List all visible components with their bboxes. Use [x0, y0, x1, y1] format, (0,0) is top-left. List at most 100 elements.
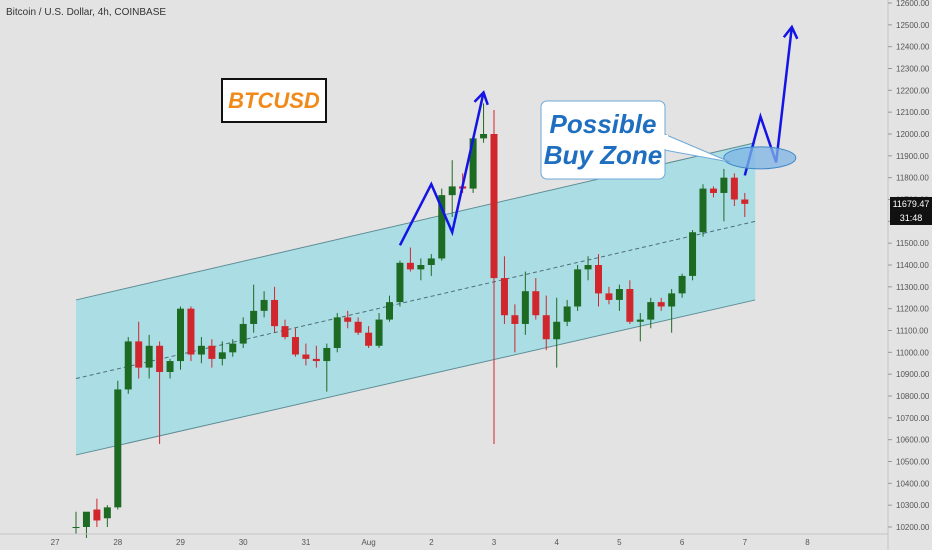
time-tick-label: 28 [113, 538, 122, 547]
candle-body [218, 352, 226, 359]
candle-body [239, 323, 247, 344]
projection-path [743, 26, 794, 176]
projection-path [398, 92, 485, 246]
arrow-head [473, 90, 489, 106]
time-tick-label: 27 [51, 538, 60, 547]
candle-body [291, 337, 299, 355]
price-tick-label: 11900.00 [896, 152, 929, 161]
time-tick-label: 29 [176, 538, 185, 547]
chart-title: Bitcoin / U.S. Dollar, 4h, COINBASE [6, 7, 166, 18]
time-tick-label: 31 [301, 538, 310, 547]
parallel-channel[interactable] [75, 142, 756, 456]
candle-body [135, 341, 143, 368]
candle-body [281, 326, 289, 338]
candle-body [500, 278, 508, 316]
countdown-tag-bg [890, 210, 932, 225]
candle-body [229, 343, 237, 353]
candle-body [511, 315, 519, 324]
arrow-head [782, 24, 799, 40]
candle-body [595, 265, 602, 294]
candle-body [365, 332, 373, 346]
candle-body [469, 138, 477, 189]
channel-median-line [75, 220, 756, 380]
candle-body [480, 134, 488, 139]
candle-body [177, 308, 184, 362]
callout-line-1: Possible [550, 109, 657, 139]
candle-series [72, 103, 749, 538]
candle-body [93, 509, 101, 521]
candle-body [145, 345, 153, 368]
candle-body [156, 345, 164, 372]
time-tick-label: 6 [680, 538, 685, 547]
candle-body [521, 291, 529, 324]
candle-body [82, 511, 90, 527]
price-tick-label: 11100.00 [896, 327, 929, 336]
candle-body [427, 258, 435, 265]
candle-body [72, 527, 80, 528]
candle-body [542, 315, 550, 340]
ticker-box[interactable] [221, 78, 327, 123]
time-tick-label: 2 [429, 538, 434, 547]
candle-body [208, 345, 216, 359]
candle-body [260, 299, 268, 311]
price-tick-label: 10200.00 [896, 523, 930, 532]
time-tick-label: 5 [617, 538, 622, 547]
candle-body [532, 291, 540, 316]
candle-body [678, 275, 686, 294]
price-tick-label: 12200.00 [896, 86, 930, 95]
time-axis[interactable]: 27 28 29 30 31 Aug 2 3 4 5 6 7 8 [0, 533, 888, 547]
candle-body [720, 177, 728, 193]
price-tick-label: 10900.00 [896, 370, 930, 379]
candle-body [584, 265, 592, 270]
candle-body [741, 199, 749, 204]
price-tick-label: 10300.00 [896, 501, 930, 510]
price-tick-label: 12500.00 [896, 21, 930, 30]
candle-body [312, 358, 320, 362]
candle-body [417, 265, 425, 270]
candle-body [187, 308, 195, 355]
price-tick-label: 12400.00 [896, 43, 930, 52]
candle-body [302, 354, 310, 359]
candle-body [406, 262, 414, 270]
price-tick-label: 11800.00 [896, 174, 929, 183]
price-tick-label: 12300.00 [896, 65, 930, 74]
candle-body [103, 507, 111, 519]
price-tick-label: 12100.00 [896, 108, 930, 117]
price-tick-label: 10400.00 [896, 479, 930, 488]
candle-body [114, 389, 122, 508]
candle-body [438, 195, 446, 259]
price-axis[interactable]: 10200.00 10300.00 10400.00 10500.00 10600.00… [887, 0, 930, 550]
price-tick-label: 11400.00 [896, 261, 929, 270]
callout-join [660, 135, 668, 149]
time-tick-label: 8 [805, 538, 810, 547]
price-tick-label: 12000.00 [896, 130, 930, 139]
price-tick-label: 11500.00 [896, 239, 929, 248]
candle-body [396, 262, 404, 303]
projection-arrows[interactable] [398, 24, 799, 246]
candle-body [709, 188, 717, 193]
candle-body [689, 232, 697, 276]
time-tick-label: 7 [743, 538, 748, 547]
candle-body [323, 347, 331, 362]
candle-body [490, 134, 498, 279]
candle-body [626, 289, 634, 322]
ticker-label: BTCUSD [228, 88, 320, 113]
candle-body [636, 319, 644, 322]
last-price-value: 11679.47 [893, 199, 930, 209]
countdown-value: 31:48 [900, 213, 923, 223]
candle-body [730, 177, 738, 200]
time-tick-label: Aug [361, 538, 375, 547]
last-price-tag: 11679.47 31:48 [890, 196, 932, 225]
channel-lower-line [75, 299, 756, 456]
candle-body [375, 319, 383, 346]
candle-body [448, 186, 456, 196]
time-tick-label: 4 [554, 538, 559, 547]
price-tick-label: 12600.00 [896, 0, 930, 8]
candle-body [344, 317, 352, 322]
candle-body [354, 321, 362, 333]
price-tick-label: 10500.00 [896, 458, 930, 467]
time-tick-label: 30 [239, 538, 248, 547]
callout-line-2: Buy Zone [544, 140, 662, 170]
